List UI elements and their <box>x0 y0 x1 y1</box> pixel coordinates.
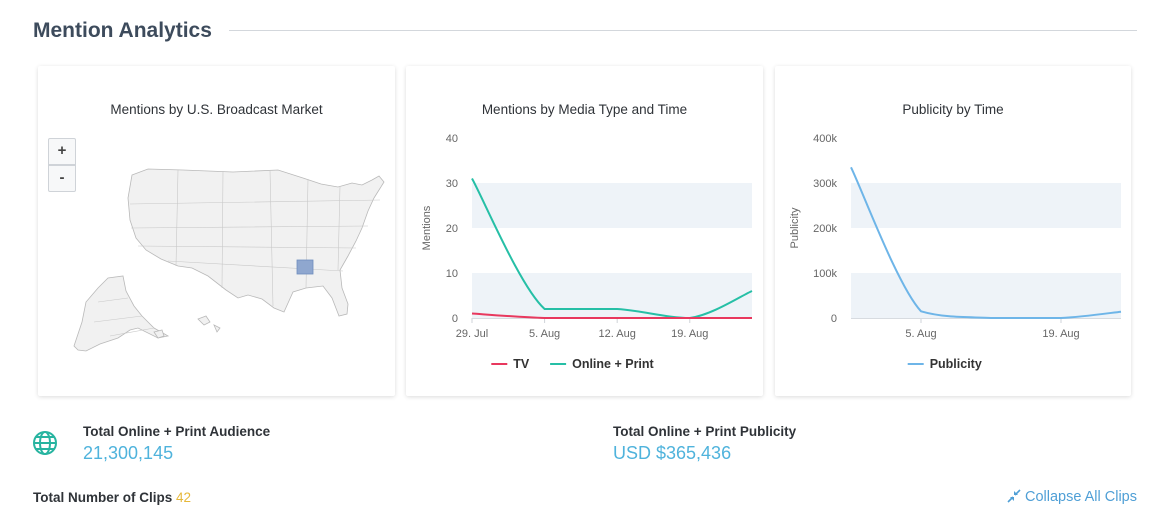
x-tick-label: 12. Aug <box>599 328 636 340</box>
map-contiguous-us <box>127 168 385 317</box>
y-tick-label: 200k <box>813 223 837 235</box>
series-line-publicity <box>850 166 1122 319</box>
collapse-all-clips-label: Collapse All Clips <box>1024 489 1137 505</box>
audience-value: 21,300,145 <box>83 443 174 463</box>
media-chart-title: Mentions by Media Type and Time <box>481 102 688 117</box>
plot-band <box>851 183 1121 228</box>
media-type-chart-card: Mentions by Media Type and Time 0 10 20 30 4… <box>406 66 763 396</box>
zoom-in-button[interactable]: + <box>48 138 76 165</box>
series-line-tv <box>471 312 752 319</box>
section-header: Mention Analytics <box>33 16 1137 46</box>
y-tick-label: 300k <box>813 178 837 190</box>
map-hawaii <box>153 315 221 339</box>
collapse-arrows-icon <box>1007 489 1021 503</box>
map-card: Mentions by U.S. Broadcast Market + - <box>38 66 395 396</box>
legend-item-tv[interactable]: TV <box>513 357 530 371</box>
x-tick-label: 5. Aug <box>905 328 936 340</box>
map-card-title: Mentions by U.S. Broadcast Market <box>110 102 323 117</box>
y-tick-label: 400k <box>813 133 837 145</box>
globe-icon <box>33 431 57 455</box>
section-title: Mention Analytics <box>33 19 212 42</box>
header-divider <box>229 30 1137 31</box>
total-clips-count: 42 <box>176 490 192 505</box>
publicity-chart-title: Publicity by Time <box>902 102 1004 117</box>
y-tick-label: 0 <box>831 313 837 325</box>
total-clips-label: Total Number of Clips <box>33 490 173 505</box>
y-tick-label: 100k <box>813 268 837 280</box>
y-tick-label: 10 <box>446 268 458 280</box>
plot-band <box>472 273 752 318</box>
legend-item-publicity[interactable]: Publicity <box>930 357 982 371</box>
plot-band <box>851 273 1121 318</box>
x-tick-label: 19. Aug <box>1042 328 1079 340</box>
y-tick-label: 30 <box>446 178 458 190</box>
x-tick-label: 29. Jul <box>456 328 488 340</box>
zoom-out-button[interactable]: - <box>48 165 76 192</box>
series-line-online-print <box>471 178 753 320</box>
publicity-total-value: USD $365,436 <box>613 443 732 463</box>
legend-item-online-print[interactable]: Online + Print <box>572 357 654 371</box>
plot-band <box>472 183 752 228</box>
y-axis-label: Mentions <box>421 205 433 250</box>
publicity-line-chart: 0 100k 200k 300k 400k Publicity 5. Aug 19. Aug P… <box>789 133 1122 371</box>
collapse-all-clips-button[interactable]: Collapse All Clips <box>1007 489 1137 505</box>
total-clips: Total Number of Clips 42 <box>33 490 191 505</box>
us-market-map[interactable] <box>38 66 395 396</box>
publicity-chart-card: Publicity by Time 0 100k 200k 300k 400k Publi… <box>775 66 1131 396</box>
y-tick-label: 0 <box>452 313 458 325</box>
map-highlighted-market <box>296 259 314 275</box>
publicity-total-label: Total Online + Print Publicity <box>613 424 797 439</box>
y-axis-label: Publicity <box>789 207 801 248</box>
x-tick-label: 19. Aug <box>671 328 708 340</box>
y-tick-label: 40 <box>446 133 458 145</box>
y-tick-label: 20 <box>446 223 458 235</box>
x-tick-label: 5. Aug <box>529 328 560 340</box>
audience-label: Total Online + Print Audience <box>83 424 271 439</box>
media-type-line-chart: 0 10 20 30 40 Mentions 29. Jul 5. Aug 12. Aug 19.… <box>421 133 753 371</box>
map-alaska <box>73 275 170 352</box>
